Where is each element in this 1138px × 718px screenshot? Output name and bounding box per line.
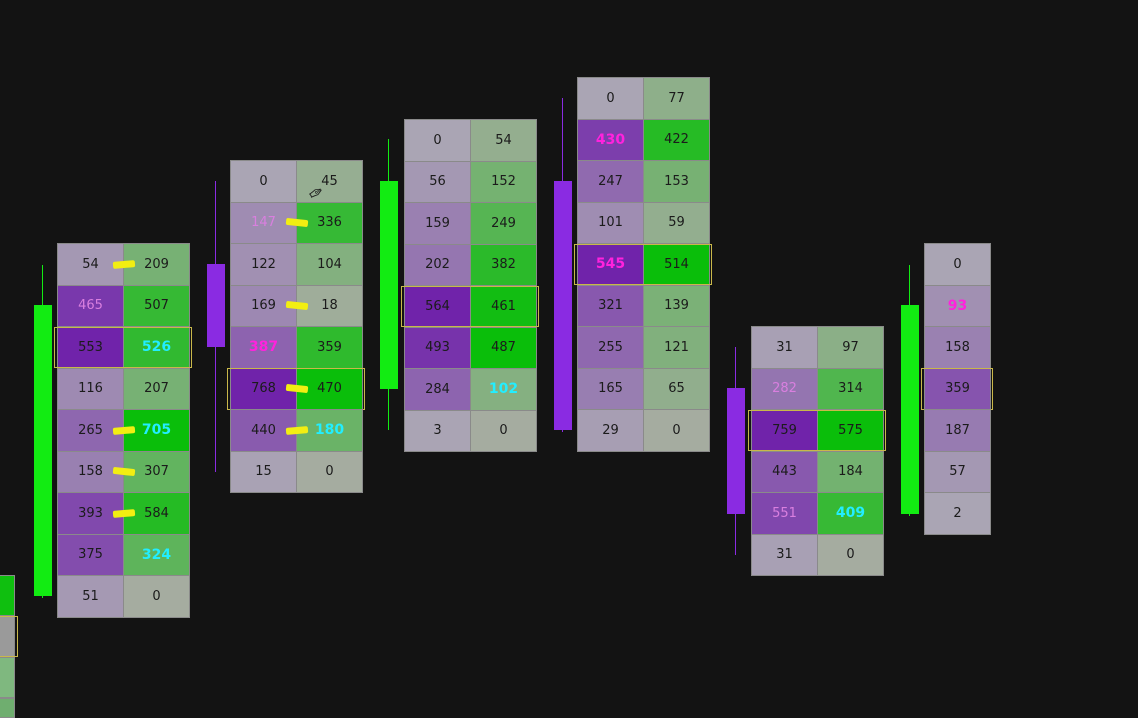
ask-volume-cell: 526 bbox=[123, 326, 190, 369]
ask-volume-cell: 314 bbox=[817, 367, 884, 410]
bid-volume-cell: 282 bbox=[751, 367, 818, 410]
ask-volume-cell: 0 bbox=[470, 409, 537, 452]
bid-volume-cell: 122 bbox=[230, 243, 297, 286]
ask-volume-cell: 705 bbox=[123, 409, 190, 452]
ask-volume-cell: 209 bbox=[123, 243, 190, 286]
bid-volume-cell: 553 bbox=[57, 326, 124, 369]
bid-volume-cell: 440 bbox=[230, 409, 297, 452]
ask-volume-cell: 158 bbox=[924, 326, 991, 369]
ask-volume-cell: 461 bbox=[470, 285, 537, 328]
bid-volume-cell: 443 bbox=[751, 450, 818, 493]
cropped-candle-cell bbox=[0, 616, 15, 657]
bid-volume-cell: 255 bbox=[577, 326, 644, 369]
bid-volume-cell: 3 bbox=[404, 409, 471, 452]
ask-volume-cell: 97 bbox=[817, 326, 884, 369]
bid-volume-cell: 0 bbox=[404, 119, 471, 162]
ask-volume-cell: 187 bbox=[924, 409, 991, 452]
ask-volume-cell: 359 bbox=[296, 326, 363, 369]
bid-volume-cell: 393 bbox=[57, 492, 124, 535]
ask-volume-cell: 152 bbox=[470, 160, 537, 203]
bid-volume-cell: 265 bbox=[57, 409, 124, 452]
bid-volume-cell: 54 bbox=[57, 243, 124, 286]
ask-volume-cell: 104 bbox=[296, 243, 363, 286]
bid-volume-cell: 768 bbox=[230, 367, 297, 410]
bid-volume-cell: 564 bbox=[404, 285, 471, 328]
ask-volume-cell: 422 bbox=[643, 118, 710, 161]
ask-volume-cell: 180 bbox=[296, 409, 363, 452]
bid-volume-cell: 31 bbox=[751, 533, 818, 576]
bid-volume-cell: 116 bbox=[57, 367, 124, 410]
ask-volume-cell: 0 bbox=[643, 409, 710, 452]
bid-volume-cell: 0 bbox=[577, 77, 644, 120]
bid-volume-cell: 29 bbox=[577, 409, 644, 452]
bid-volume-cell: 56 bbox=[404, 160, 471, 203]
bid-volume-cell: 375 bbox=[57, 533, 124, 576]
ask-volume-cell: 409 bbox=[817, 492, 884, 535]
bid-volume-cell: 0 bbox=[230, 160, 297, 203]
ask-volume-cell: 2 bbox=[924, 492, 991, 535]
ask-volume-cell: 0 bbox=[123, 575, 190, 618]
ask-volume-cell: 0 bbox=[296, 450, 363, 493]
ask-volume-cell: 207 bbox=[123, 367, 190, 410]
candle-body bbox=[206, 264, 225, 347]
bid-volume-cell: 31 bbox=[751, 326, 818, 369]
ask-volume-cell: 153 bbox=[643, 160, 710, 203]
ask-volume-cell: 336 bbox=[296, 201, 363, 244]
ask-volume-cell: 307 bbox=[123, 450, 190, 493]
bid-volume-cell: 430 bbox=[577, 118, 644, 161]
bid-volume-cell: 159 bbox=[404, 202, 471, 245]
cropped-candle-cell bbox=[0, 657, 15, 698]
candle-body bbox=[379, 181, 398, 389]
cropped-candle-cell bbox=[0, 698, 15, 718]
ask-volume-cell: 45 bbox=[296, 160, 363, 203]
bid-volume-cell: 202 bbox=[404, 243, 471, 286]
ask-volume-cell: 102 bbox=[470, 368, 537, 411]
bid-volume-cell: 551 bbox=[751, 492, 818, 535]
bid-volume-cell: 493 bbox=[404, 326, 471, 369]
candle-body bbox=[33, 305, 52, 596]
ask-volume-cell: 514 bbox=[643, 243, 710, 286]
ask-volume-cell: 584 bbox=[123, 492, 190, 535]
bid-volume-cell: 51 bbox=[57, 575, 124, 618]
ask-volume-cell: 18 bbox=[296, 284, 363, 327]
candle-body bbox=[900, 305, 919, 514]
bid-volume-cell: 465 bbox=[57, 284, 124, 327]
ask-volume-cell: 77 bbox=[643, 77, 710, 120]
ask-volume-cell: 249 bbox=[470, 202, 537, 245]
bid-volume-cell: 165 bbox=[577, 367, 644, 410]
ask-volume-cell: 324 bbox=[123, 533, 190, 576]
ask-volume-cell: 59 bbox=[643, 201, 710, 244]
ask-volume-cell: 507 bbox=[123, 284, 190, 327]
bid-volume-cell: 147 bbox=[230, 201, 297, 244]
ask-volume-cell: 139 bbox=[643, 284, 710, 327]
ask-volume-cell: 65 bbox=[643, 367, 710, 410]
bid-volume-cell: 321 bbox=[577, 284, 644, 327]
candle-body bbox=[726, 388, 745, 514]
bid-volume-cell: 15 bbox=[230, 450, 297, 493]
ask-volume-cell: 184 bbox=[817, 450, 884, 493]
ask-volume-cell: 0 bbox=[924, 243, 991, 286]
bid-volume-cell: 759 bbox=[751, 409, 818, 452]
ask-volume-cell: 487 bbox=[470, 326, 537, 369]
bid-volume-cell: 387 bbox=[230, 326, 297, 369]
ask-volume-cell: 575 bbox=[817, 409, 884, 452]
cropped-candle-cell bbox=[0, 575, 15, 616]
ask-volume-cell: 57 bbox=[924, 450, 991, 493]
bid-volume-cell: 545 bbox=[577, 243, 644, 286]
ask-volume-cell: 470 bbox=[296, 367, 363, 410]
ask-volume-cell: 0 bbox=[817, 533, 884, 576]
ask-volume-cell: 359 bbox=[924, 367, 991, 410]
ask-volume-cell: 121 bbox=[643, 326, 710, 369]
bid-volume-cell: 101 bbox=[577, 201, 644, 244]
ask-volume-cell: 54 bbox=[470, 119, 537, 162]
candle-body bbox=[553, 181, 572, 430]
bid-volume-cell: 284 bbox=[404, 368, 471, 411]
ask-volume-cell: 382 bbox=[470, 243, 537, 286]
ask-volume-cell: 93 bbox=[924, 284, 991, 327]
bid-volume-cell: 169 bbox=[230, 284, 297, 327]
bid-volume-cell: 247 bbox=[577, 160, 644, 203]
bid-volume-cell: 158 bbox=[57, 450, 124, 493]
